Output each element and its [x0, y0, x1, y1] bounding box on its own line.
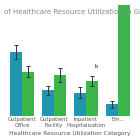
- Bar: [42, 90, 54, 116]
- Bar: [10, 52, 22, 116]
- Bar: [118, 5, 130, 116]
- Bar: [54, 75, 66, 116]
- Bar: [22, 72, 34, 116]
- Text: of Healthcare Resource Utilization in GLP-1 Agonist P: of Healthcare Resource Utilization in GL…: [4, 9, 140, 15]
- Bar: [74, 93, 86, 116]
- X-axis label: Healthcare Resource Utilization Category: Healthcare Resource Utilization Category: [9, 131, 131, 136]
- Text: b: b: [94, 64, 97, 69]
- Bar: [106, 104, 118, 116]
- Bar: [86, 81, 98, 116]
